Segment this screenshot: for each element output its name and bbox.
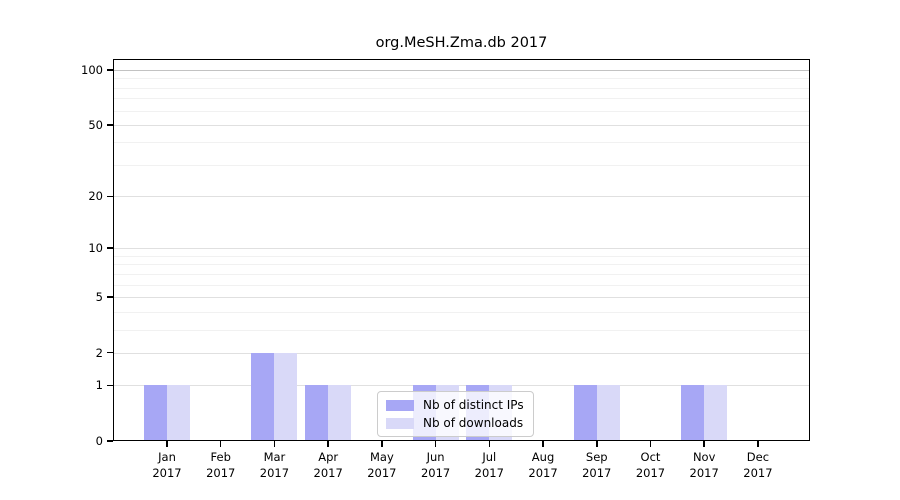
gridline-minor <box>113 87 810 89</box>
x-axis-tick <box>488 441 491 447</box>
y-axis-tick <box>107 384 113 387</box>
x-axis-tick <box>327 441 329 447</box>
y-axis-tick-label: 100 <box>81 63 103 77</box>
gridline-minor <box>113 110 810 112</box>
y-axis-tick <box>107 296 113 298</box>
x-axis-tick <box>166 441 168 447</box>
x-axis-tick-label: Feb 2017 <box>206 450 236 480</box>
gridline-minor <box>113 273 810 275</box>
x-axis-tick-label: Oct 2017 <box>635 450 666 480</box>
x-axis-tick <box>542 441 544 447</box>
x-axis-tick-label: Apr 2017 <box>313 450 343 480</box>
x-axis-tick <box>273 441 276 447</box>
x-axis-tick <box>703 441 705 447</box>
legend-swatch-distinct-ips-icon <box>386 399 414 411</box>
gridline-minor <box>113 284 810 286</box>
bar-downloads-mar <box>274 352 298 441</box>
bar-distinct-ips-apr <box>305 385 329 441</box>
gridline-minor <box>113 164 810 166</box>
y-axis-tick-label: 20 <box>88 189 103 204</box>
gridline-major <box>113 385 810 387</box>
gridline-minor <box>113 255 810 257</box>
bar-downloads-jan <box>167 385 190 441</box>
gridline-minor <box>113 142 810 144</box>
gridline-minor <box>113 264 810 266</box>
gridline-minor <box>113 98 810 100</box>
y-axis-tick-label: 1 <box>95 378 103 393</box>
legend-item-distinct-ips: Nb of distinct IPs <box>386 398 524 412</box>
x-axis-tick <box>381 441 383 447</box>
gridline-major <box>113 196 810 198</box>
legend-label-downloads: Nb of downloads <box>423 416 524 430</box>
bar-downloads-nov <box>704 385 728 441</box>
x-axis-tick-label: Jun 2017 <box>420 450 451 480</box>
x-axis-tick-label: Nov 2017 <box>689 450 719 480</box>
gridline-minor <box>113 78 810 80</box>
chart-title: org.MeSH.Zma.db 2017 <box>375 35 548 51</box>
x-axis-tick <box>757 441 759 447</box>
y-axis-tick <box>107 440 113 442</box>
gridline-major <box>113 248 810 250</box>
plot-area <box>113 59 810 441</box>
gridline-minor <box>113 311 810 313</box>
legend-swatch-downloads-icon <box>386 417 414 429</box>
x-axis-tick-label: Aug 2017 <box>528 450 558 480</box>
y-axis-tick <box>107 351 113 354</box>
legend-label-distinct-ips: Nb of distinct IPs <box>423 398 524 412</box>
bar-downloads-sep <box>596 385 620 441</box>
x-axis-tick-label: Jul 2017 <box>474 450 504 480</box>
bar-distinct-ips-sep <box>573 385 597 441</box>
x-axis-tick <box>596 441 598 447</box>
y-axis-tick-label: 50 <box>88 117 103 132</box>
x-axis-tick-label: Jan 2017 <box>152 450 182 480</box>
x-axis-tick <box>434 441 437 447</box>
x-axis-tick-label: May 2017 <box>367 450 397 480</box>
x-axis-tick <box>219 441 222 447</box>
legend-item-downloads: Nb of downloads <box>386 416 524 430</box>
y-axis-tick <box>107 247 113 249</box>
y-axis-tick <box>107 195 113 197</box>
gridline-major <box>113 296 810 298</box>
y-axis-tick-label: 10 <box>88 241 103 256</box>
y-axis-tick-label: 2 <box>95 345 103 360</box>
x-axis-tick-label: Sep 2017 <box>582 450 612 480</box>
bar-downloads-apr <box>328 385 352 441</box>
y-axis-tick <box>107 124 113 126</box>
y-axis-tick-label: 0 <box>95 434 103 448</box>
gridline-major <box>113 352 810 354</box>
bar-distinct-ips-mar <box>251 352 275 441</box>
y-axis-tick <box>107 69 113 71</box>
gridline-minor <box>113 329 810 331</box>
legend: Nb of distinct IPs Nb of downloads <box>377 391 534 437</box>
x-axis-tick-label: Dec 2017 <box>743 450 773 480</box>
bar-distinct-ips-jan <box>144 385 167 441</box>
x-axis-tick-label: Mar 2017 <box>259 450 290 480</box>
gridline-major <box>113 70 810 71</box>
x-axis-tick <box>649 441 652 447</box>
bar-distinct-ips-nov <box>681 385 705 441</box>
gridline-major <box>113 124 810 126</box>
y-axis-tick-label: 5 <box>95 289 103 304</box>
